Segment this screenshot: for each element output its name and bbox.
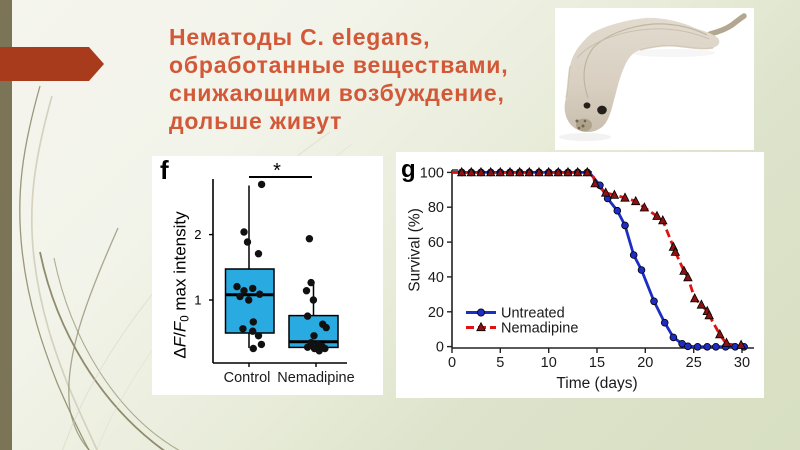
svg-text:Time (days): Time (days) bbox=[556, 375, 637, 392]
svg-text:g: g bbox=[401, 156, 416, 183]
svg-text:Untreated: Untreated bbox=[501, 306, 565, 322]
svg-text:100: 100 bbox=[420, 165, 444, 181]
svg-text:0: 0 bbox=[448, 355, 456, 371]
svg-text:20: 20 bbox=[428, 305, 444, 321]
svg-text:Nemadipine: Nemadipine bbox=[277, 370, 354, 386]
svg-text:ΔF/F0 max intensity: ΔF/F0 max intensity bbox=[171, 211, 192, 359]
svg-text:*: * bbox=[273, 160, 281, 182]
svg-text:f: f bbox=[160, 156, 169, 185]
svg-text:25: 25 bbox=[686, 355, 702, 371]
svg-text:Survival (%): Survival (%) bbox=[407, 208, 424, 292]
svg-text:20: 20 bbox=[637, 355, 653, 371]
svg-text:1: 1 bbox=[194, 293, 201, 308]
svg-text:Control: Control bbox=[224, 370, 271, 386]
svg-text:10: 10 bbox=[541, 355, 557, 371]
svg-text:30: 30 bbox=[734, 355, 750, 371]
svg-text:0: 0 bbox=[436, 340, 444, 356]
svg-text:40: 40 bbox=[428, 270, 444, 286]
svg-text:5: 5 bbox=[496, 355, 504, 371]
svg-text:80: 80 bbox=[428, 200, 444, 216]
svg-text:Nemadipine: Nemadipine bbox=[501, 321, 578, 337]
svg-text:15: 15 bbox=[589, 355, 605, 371]
svg-text:60: 60 bbox=[428, 235, 444, 251]
svg-text:2: 2 bbox=[194, 227, 201, 242]
